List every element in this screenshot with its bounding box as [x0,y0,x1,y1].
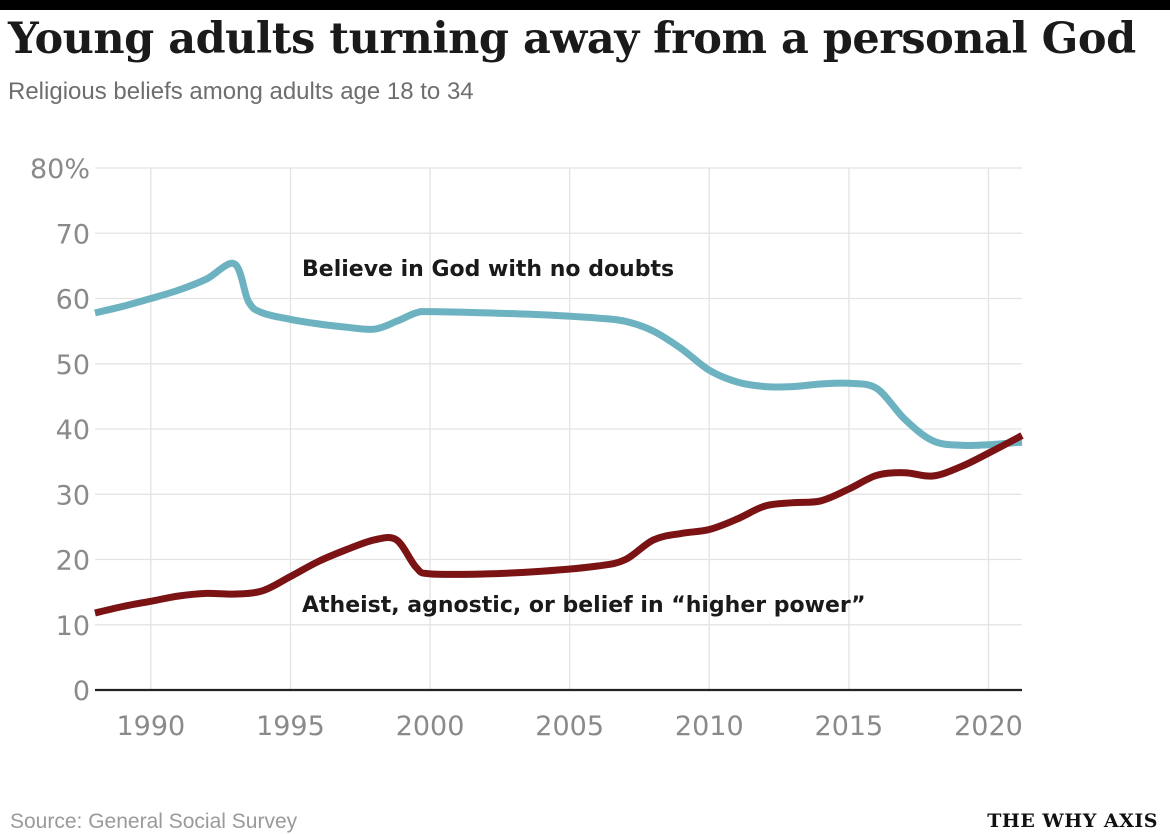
y-tick-label: 0 [73,676,90,707]
x-tick-label: 1990 [116,711,185,742]
believe-in-god-line [94,259,1023,450]
line-chart: 0 10 20 30 40 50 60 70 80% 1990 1995 2000 2005 2010 20… [30,154,1024,742]
y-tick-label: 80% [30,154,90,185]
y-tick-label: 60 [56,285,90,316]
y-tick-label: 50 [56,350,90,381]
x-tick-label: 2005 [535,711,604,742]
y-tick-label: 10 [56,611,90,642]
brand-logo: THE WHY AXIS [987,810,1158,832]
label-believe-in-god: Believe in God with no doubts [302,257,674,282]
series-lines [94,259,1024,617]
y-tick-label: 20 [56,546,90,577]
x-tick-label: 2010 [675,711,744,742]
x-tick-label: 2020 [954,711,1023,742]
top-bar [0,0,1170,10]
y-tick-label: 40 [56,415,90,446]
x-tick-label: 2000 [396,711,465,742]
series-labels: Believe in God with no doubts Atheist, ag… [302,257,866,618]
axes: 0 10 20 30 40 50 60 70 80% 1990 1995 2000 2005 2010 20… [30,154,1023,742]
y-tick-label: 30 [56,480,90,511]
atheist-agnostic-line [94,432,1024,617]
source-note: Source: General Social Survey [10,810,298,833]
x-tick-label: 1995 [256,711,325,742]
label-atheist-agnostic: Atheist, agnostic, or belief in “higher … [302,593,866,618]
x-tick-label: 2015 [815,711,884,742]
chart-title: Young adults turning away from a persona… [8,14,1136,64]
y-tick-label: 70 [56,219,90,250]
chart-subtitle: Religious beliefs among adults age 18 to… [8,78,474,105]
